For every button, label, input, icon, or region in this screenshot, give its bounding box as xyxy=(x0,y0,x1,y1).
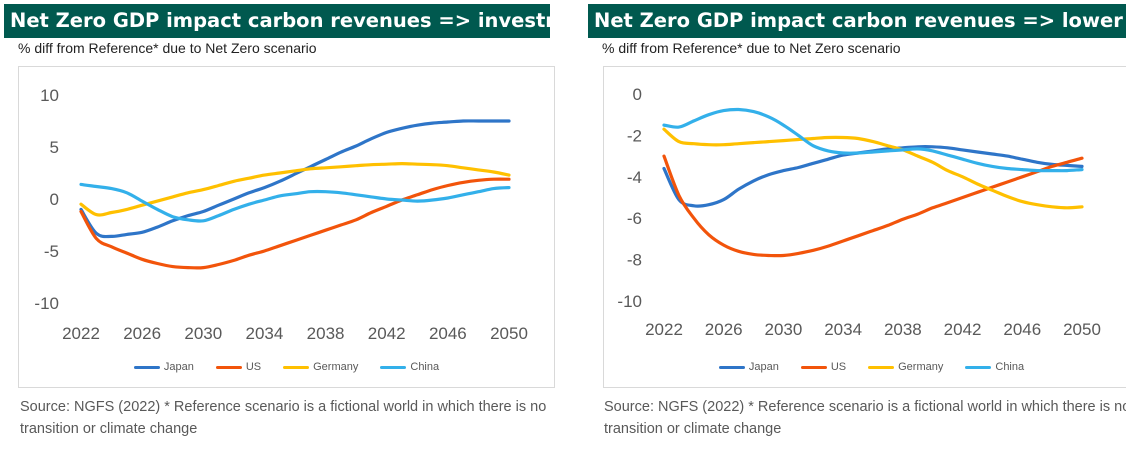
source-note: Source: NGFS (2022) * Reference scenario… xyxy=(604,399,1126,437)
legend-label: Germany xyxy=(898,361,944,373)
legend-item-japan: Japan xyxy=(133,361,194,373)
source-note: Source: NGFS (2022) * Reference scenario… xyxy=(20,399,547,437)
legend-swatch xyxy=(800,365,827,369)
y-tick-label: -6 xyxy=(627,209,642,228)
legend-label: Germany xyxy=(313,361,359,373)
y-tick-label: -4 xyxy=(627,168,642,187)
series-line-china xyxy=(662,107,1084,173)
x-tick-label: 2030 xyxy=(765,320,803,339)
chart-panel-lower-tax: Net Zero GDP impact carbon revenues => l… xyxy=(588,0,1126,449)
chart-legend: Japan US Germany China xyxy=(19,361,554,373)
legend-item-us: US xyxy=(800,361,847,373)
legend-label: Japan xyxy=(748,361,779,373)
x-tick-label: 2050 xyxy=(490,324,528,343)
series-line-china xyxy=(79,182,511,223)
x-tick-label: 2046 xyxy=(1003,320,1041,339)
series-line-japan xyxy=(79,119,511,239)
x-tick-label: 2038 xyxy=(307,324,345,343)
series-line-germany xyxy=(79,162,511,217)
legend-label: China xyxy=(410,361,440,373)
series-line-germany xyxy=(662,127,1084,210)
series-line-us xyxy=(79,177,511,270)
y-tick-label: 10 xyxy=(40,86,59,105)
chart-title: Net Zero GDP impact carbon revenues => l… xyxy=(588,4,1126,38)
x-tick-label: 2026 xyxy=(705,320,743,339)
legend-label: Japan xyxy=(163,361,194,373)
y-tick-label: 0 xyxy=(633,85,642,104)
legend-swatch xyxy=(965,365,992,369)
y-tick-label: 0 xyxy=(50,190,59,209)
legend-item-germany: Germany xyxy=(283,361,358,373)
legend-label: US xyxy=(830,361,847,373)
x-tick-label: 2038 xyxy=(884,320,922,339)
chart-area: 0 -2 -4 -6 -8 -10 2022 2026 2030 2034 2038 2042 2046… xyxy=(603,66,1126,388)
x-tick-label: 2050 xyxy=(1063,320,1101,339)
chart-legend: Japan US Germany China xyxy=(604,361,1126,373)
legend-swatch xyxy=(868,365,895,369)
series-line-us xyxy=(662,154,1084,258)
x-tick-label: 2022 xyxy=(645,320,683,339)
chart-title: Net Zero GDP impact carbon revenues => i… xyxy=(4,4,602,38)
y-tick-label: -10 xyxy=(617,292,642,311)
legend-item-germany: Germany xyxy=(868,361,943,373)
x-tick-label: 2022 xyxy=(62,324,100,343)
x-tick-label: 2034 xyxy=(246,324,284,343)
legend-item-us: US xyxy=(215,361,262,373)
x-tick-label: 2034 xyxy=(824,320,862,339)
legend-item-japan: Japan xyxy=(718,361,779,373)
legend-swatch xyxy=(133,365,160,369)
x-tick-label: 2030 xyxy=(184,324,222,343)
legend-swatch xyxy=(215,365,242,369)
y-tick-label: -10 xyxy=(34,294,59,313)
x-tick-label: 2026 xyxy=(123,324,161,343)
legend-label: US xyxy=(245,361,262,373)
chart-subtitle: % diff from Reference* due to Net Zero s… xyxy=(602,40,901,56)
y-tick-label: 5 xyxy=(50,138,59,157)
legend-label: China xyxy=(995,361,1025,373)
legend-item-china: China xyxy=(380,361,439,373)
x-tick-label: 2042 xyxy=(368,324,406,343)
x-tick-label: 2042 xyxy=(944,320,982,339)
x-tick-label: 2046 xyxy=(429,324,467,343)
y-tick-label: -2 xyxy=(627,126,642,145)
chart-area: 10 5 0 -5 -10 2022 2026 2030 2034 2038 2042 2046 205… xyxy=(18,66,555,388)
legend-swatch xyxy=(718,365,745,369)
chart-subtitle: % diff from Reference* due to Net Zero s… xyxy=(18,40,317,56)
legend-swatch xyxy=(380,365,407,369)
legend-item-china: China xyxy=(965,361,1024,373)
legend-swatch xyxy=(283,365,310,369)
y-tick-label: -8 xyxy=(627,251,642,270)
chart-panel-investment: Net Zero GDP impact carbon revenues => i… xyxy=(4,0,602,449)
y-tick-label: -5 xyxy=(44,242,59,261)
